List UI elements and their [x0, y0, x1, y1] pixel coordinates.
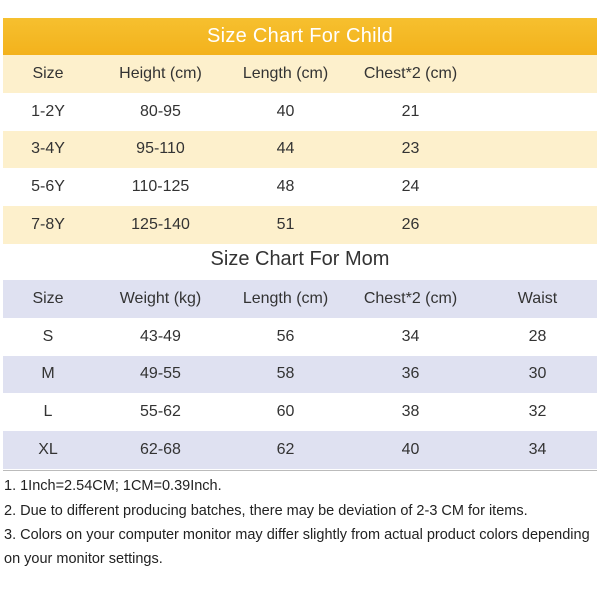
- child-size-table: Size Height (cm) Length (cm) Chest*2 (cm…: [3, 55, 597, 244]
- notes-section: 1. 1Inch=2.54CM; 1CM=0.39Inch. 2. Due to…: [4, 474, 596, 571]
- table-cell: 80-95: [93, 92, 228, 131]
- table-row: L 55-62 60 38 32: [3, 393, 597, 432]
- table-cell: 125-140: [93, 206, 228, 244]
- table-cell: 26: [343, 206, 478, 244]
- note-item: 3. Colors on your computer monitor may d…: [4, 527, 590, 567]
- table-cell: 95-110: [93, 130, 228, 169]
- table-cell: [478, 92, 597, 131]
- table-cell: 7-8Y: [3, 206, 93, 244]
- table-cell: 38: [343, 393, 478, 432]
- child-chart-title: Size Chart For Child: [206, 25, 394, 47]
- table-cell: XL: [3, 431, 93, 469]
- table-cell: M: [3, 355, 93, 394]
- table-cell: [478, 206, 597, 244]
- table-row: 3-4Y 95-110 44 23: [3, 130, 597, 169]
- table-row: XL 62-68 62 40 34: [3, 431, 597, 469]
- table-cell: 34: [343, 317, 478, 356]
- header-cell: Length (cm): [228, 280, 343, 318]
- table-header-row: Size Weight (kg) Length (cm) Chest*2 (cm…: [3, 280, 597, 318]
- table-cell: 36: [343, 355, 478, 394]
- note-item: 2. Due to different producing batches, t…: [4, 503, 528, 519]
- table-cell: [478, 130, 597, 169]
- table-row: S 43-49 56 34 28: [3, 317, 597, 356]
- table-cell: 24: [343, 168, 478, 207]
- table-cell: 5-6Y: [3, 168, 93, 207]
- table-cell: 43-49: [93, 317, 228, 356]
- table-cell: 60: [228, 393, 343, 432]
- table-header-row: Size Height (cm) Length (cm) Chest*2 (cm…: [3, 55, 597, 93]
- table-cell: 55-62: [93, 393, 228, 432]
- table-cell: 32: [478, 393, 597, 432]
- table-cell: 56: [228, 317, 343, 356]
- table-cell: L: [3, 393, 93, 432]
- table-row: M 49-55 58 36 30: [3, 355, 597, 394]
- notes-divider: [3, 470, 597, 471]
- table-cell: 1-2Y: [3, 92, 93, 131]
- header-cell: Height (cm): [93, 55, 228, 93]
- table-row: 1-2Y 80-95 40 21: [3, 92, 597, 131]
- table-cell: S: [3, 317, 93, 356]
- header-cell: Weight (kg): [93, 280, 228, 318]
- table-cell: 58: [228, 355, 343, 394]
- table-row: 7-8Y 125-140 51 26: [3, 206, 597, 244]
- table-cell: 40: [343, 431, 478, 469]
- table-cell: 34: [478, 431, 597, 469]
- header-cell: Waist: [478, 280, 597, 318]
- table-cell: 30: [478, 355, 597, 394]
- header-cell: Chest*2 (cm): [343, 280, 478, 318]
- table-cell: 21: [343, 92, 478, 131]
- table-cell: 40: [228, 92, 343, 131]
- table-cell: 23: [343, 130, 478, 169]
- table-cell: 49-55: [93, 355, 228, 394]
- table-cell: 3-4Y: [3, 130, 93, 169]
- table-row: 5-6Y 110-125 48 24: [3, 168, 597, 207]
- table-cell: 51: [228, 206, 343, 244]
- mom-chart-title: Size Chart For Mom: [210, 248, 390, 270]
- table-cell: 48: [228, 168, 343, 207]
- header-cell: Length (cm): [228, 55, 343, 93]
- table-cell: 28: [478, 317, 597, 356]
- table-cell: 44: [228, 130, 343, 169]
- header-cell: Chest*2 (cm): [343, 55, 478, 93]
- header-cell: Size: [3, 55, 93, 93]
- table-cell: 62-68: [93, 431, 228, 469]
- table-cell: 62: [228, 431, 343, 469]
- header-cell: [478, 55, 597, 93]
- header-cell: Size: [3, 280, 93, 318]
- note-item: 1. 1Inch=2.54CM; 1CM=0.39Inch.: [4, 478, 222, 494]
- child-chart-banner: Size Chart For Child: [3, 18, 597, 55]
- table-cell: [478, 168, 597, 207]
- mom-size-table: Size Weight (kg) Length (cm) Chest*2 (cm…: [3, 280, 597, 469]
- table-cell: 110-125: [93, 168, 228, 207]
